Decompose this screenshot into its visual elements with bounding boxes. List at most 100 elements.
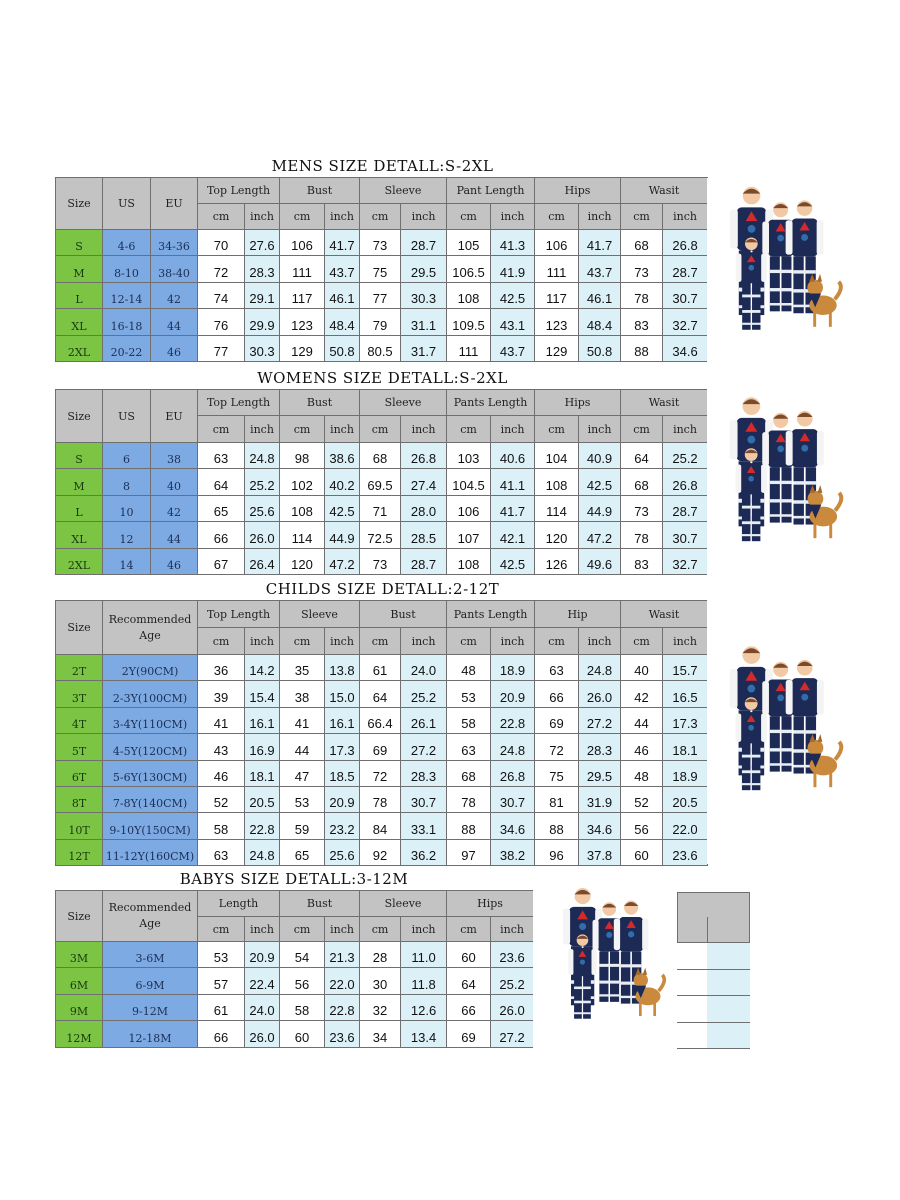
table-row: 5T 4-5Y(120CM) 43 16.9 44 17.3 69 27.2 63 24.8 72 2… (55, 733, 709, 761)
inch-value-cell: 26.8 (662, 228, 709, 257)
unit-header-inch: inch (490, 415, 536, 443)
cm-value-cell: 52 (197, 785, 245, 814)
cm-value-cell: 111 (534, 255, 580, 283)
unit-header-cm: cm (446, 203, 492, 230)
cm-value-cell: 104 (534, 441, 580, 470)
inch-value-cell: 50.8 (323, 334, 361, 362)
unit-header-cm: cm (359, 916, 402, 942)
inch-value-cell: 22.8 (490, 706, 536, 735)
inch-value-cell: 28.3 (399, 759, 448, 787)
dog-icon (807, 733, 844, 788)
inch-value-cell: 23.6 (324, 1020, 361, 1048)
inch-value-cell: 40.9 (578, 441, 622, 470)
inch-value-cell: 41.9 (490, 255, 536, 283)
inch-value-cell: 18.5 (324, 759, 360, 787)
family-pajama-photo (707, 388, 845, 576)
inch-value-cell: 27.2 (490, 1020, 535, 1048)
cm-value-cell: 68 (359, 441, 402, 470)
cm-value-cell: 58 (197, 812, 245, 840)
measurement-group-header: Length (196, 890, 281, 917)
inch-value-cell: 17.3 (662, 706, 709, 735)
unit-header-cm: cm (197, 203, 245, 230)
inch-value-cell: 24.8 (490, 733, 536, 761)
cm-value-cell: 61 (197, 993, 245, 1022)
measurement-group-header: Top Length (197, 600, 280, 628)
cm-value-cell: 72.5 (359, 521, 402, 549)
age-cell: 4-5Y(120CM) (102, 733, 198, 761)
inch-value-cell: 41.1 (490, 468, 536, 496)
inch-value-cell: 24.8 (244, 441, 280, 470)
size-table: Size US EU Top Length Bust Sleeve Pants Length… (55, 389, 709, 575)
inch-value-cell: 26.8 (662, 468, 709, 496)
cm-value-cell: 73 (359, 228, 402, 257)
inch-value-cell: 28.7 (662, 494, 709, 523)
size-table-section: CHILDS SIZE DETALL:2-12T Size Recommended … (55, 576, 710, 867)
cm-value-cell: 32 (359, 993, 402, 1022)
measurement-group-header: Pants Length (446, 600, 536, 628)
eu-cell: 46 (150, 334, 198, 362)
cm-value-cell: 64 (359, 680, 401, 708)
unit-header-inch: inch (243, 916, 281, 942)
inch-value-cell: 41.3 (490, 228, 536, 257)
cm-value-cell: 44 (279, 733, 325, 761)
inch-value-cell: 26.0 (490, 993, 535, 1022)
size-cell: 6T (55, 759, 103, 787)
cm-value-cell: 43 (197, 733, 245, 761)
table-row: M 8 40 64 25.2 102 40.2 69.5 27.4 104.5 41.1 108 42.… (55, 468, 709, 496)
inch-value-cell: 47.2 (323, 547, 361, 575)
inch-value-cell: 17.3 (324, 733, 360, 761)
unit-header-inch: inch (578, 203, 622, 230)
cm-value-cell: 66 (197, 1020, 245, 1048)
header-row: Size Recommended Age Length Bust Sleeve Hips (55, 890, 535, 942)
age-cell: 2-3Y(100CM) (102, 680, 198, 708)
cm-value-cell: 59 (279, 812, 325, 840)
unit-header-inch: inch (662, 415, 709, 443)
cm-value-cell: 56 (620, 812, 664, 840)
cm-value-cell: 104.5 (446, 468, 492, 496)
us-cell: 12 (102, 521, 151, 549)
size-cell: S (55, 441, 103, 470)
measurement-group-header: Hip (534, 600, 622, 628)
inch-value-cell: 20.9 (243, 940, 281, 969)
cm-value-cell: 77 (197, 334, 245, 362)
cm-value-cell: 77 (359, 281, 402, 310)
cm-value-cell: 66 (534, 680, 580, 708)
inch-value-cell: 16.1 (324, 706, 360, 735)
size-cell: S (55, 228, 103, 257)
cm-value-cell: 109.5 (446, 308, 492, 336)
header-row: Size US EU Top Length Bust Sleeve Pants Length… (55, 389, 709, 443)
unit-header-inch: inch (324, 627, 360, 655)
table-row: 3M 3-6M 53 20.9 54 21.3 28 11.0 60 23.6 (55, 940, 535, 969)
age-cell: 3-6M (102, 940, 198, 969)
cm-value-cell: 120 (534, 521, 580, 549)
family-illustration-icon (562, 888, 667, 1019)
inch-value-cell: 41.7 (323, 228, 361, 257)
us-cell: 10 (102, 494, 151, 523)
inch-value-cell: 29.9 (244, 308, 280, 336)
table-row: 6T 5-6Y(130CM) 46 18.1 47 18.5 72 28.3 68 26.8 75 2… (55, 759, 709, 787)
cm-value-cell: 117 (534, 281, 580, 310)
cm-value-cell: 56 (279, 967, 326, 995)
unit-header-inch: inch (400, 203, 448, 230)
unit-header-row: cm inch cm inch cm inch cm inch cm inch cm inch (56, 415, 709, 443)
inch-value-cell: 22.8 (324, 993, 361, 1022)
inch-value-cell: 15.7 (662, 653, 709, 682)
measurement-group-header: Sleeve (359, 177, 448, 204)
cm-value-cell: 64 (446, 967, 492, 995)
inch-value-cell: 30.3 (400, 281, 448, 310)
unit-header-cm: cm (534, 203, 580, 230)
header-row: Size US EU Top Length Bust Sleeve Pant Length H… (55, 177, 709, 230)
unit-header-cm: cm (534, 415, 580, 443)
inch-value-cell: 30.7 (490, 785, 536, 814)
inch-value-cell: 42.5 (490, 547, 536, 575)
inch-value-cell: 18.9 (662, 759, 709, 787)
cm-value-cell: 30 (359, 967, 402, 995)
inch-value-cell: 42.5 (578, 468, 622, 496)
measurement-group-header: Hips (534, 177, 622, 204)
inch-value-cell: 40.2 (323, 468, 361, 496)
cm-value-cell: 88 (446, 812, 492, 840)
eu-cell: 38 (150, 441, 198, 470)
inch-value-cell: 42.5 (323, 494, 361, 523)
size-cell: 6M (55, 967, 103, 995)
table-row: 6M 6-9M 57 22.4 56 22.0 30 11.8 64 25.2 (55, 967, 535, 995)
